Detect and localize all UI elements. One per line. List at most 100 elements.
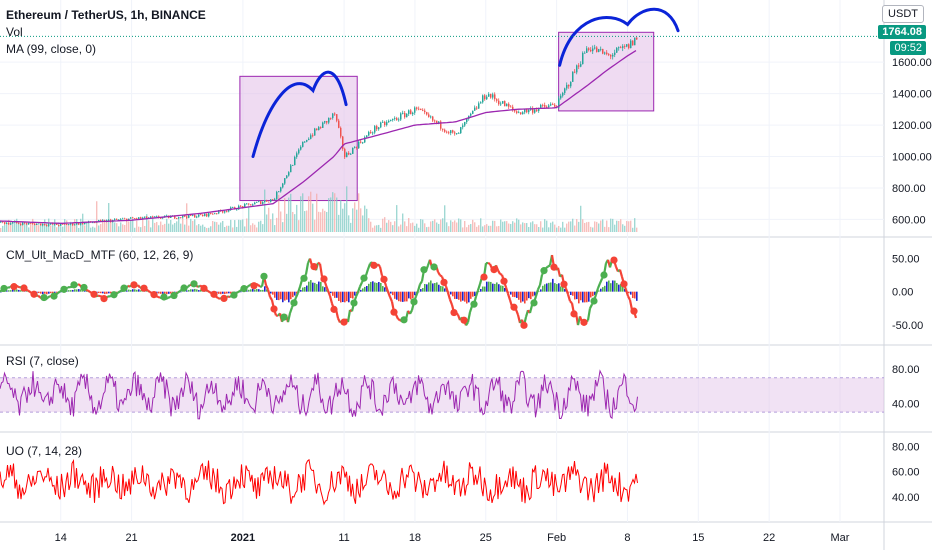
volume-bar xyxy=(376,225,378,232)
volume-bar xyxy=(408,218,410,232)
volume-bar xyxy=(536,224,538,232)
macd-histogram-bar xyxy=(8,290,10,292)
volume-bar xyxy=(348,215,350,232)
volume-bar xyxy=(156,221,158,232)
candle-body xyxy=(322,122,324,128)
volume-bar xyxy=(364,205,366,232)
volume-bar xyxy=(468,224,470,232)
volume-bar xyxy=(582,219,584,232)
macd-histogram-bar xyxy=(548,282,550,292)
macd-cross-dot xyxy=(230,291,238,299)
candle-body xyxy=(8,223,10,225)
macd-cross-dot xyxy=(590,297,598,305)
candle-body xyxy=(512,106,514,110)
volume-bar xyxy=(434,219,436,232)
candle-body xyxy=(444,129,446,132)
candle-body xyxy=(92,222,94,224)
macd-line-segment xyxy=(147,289,151,293)
candle-body xyxy=(276,191,278,199)
macd-histogram-bar xyxy=(382,286,384,292)
macd-line-segment xyxy=(589,303,593,309)
candle-body xyxy=(516,111,518,114)
macd-histogram-bar xyxy=(44,291,46,294)
candle-body xyxy=(428,114,430,117)
candle-body xyxy=(252,204,254,206)
macd-cross-dot xyxy=(380,275,388,283)
candle-body xyxy=(108,219,110,221)
candle-body xyxy=(560,95,562,99)
candle-body xyxy=(246,203,248,205)
volume-bar xyxy=(34,224,36,232)
volume-bar xyxy=(190,218,192,232)
volume-bar xyxy=(206,227,208,232)
candle-body xyxy=(38,223,40,225)
volume-bar xyxy=(174,223,176,232)
volume-bar xyxy=(224,226,226,232)
macd-histogram-bar xyxy=(322,286,324,292)
volume-bar xyxy=(552,221,554,232)
volume-bar xyxy=(632,227,634,232)
candle-body xyxy=(216,213,218,215)
candle-body xyxy=(508,103,510,107)
volume-bar xyxy=(202,224,204,232)
volume-bar xyxy=(242,219,244,232)
candle-body xyxy=(538,108,540,111)
macd-histogram-bar xyxy=(192,289,194,292)
volume-bar xyxy=(200,225,202,232)
macd-histogram-bar xyxy=(122,291,124,292)
volume-bar xyxy=(62,226,64,232)
candle-body xyxy=(466,118,468,123)
volume-bar xyxy=(262,224,264,232)
macd-histogram-bar xyxy=(426,284,428,292)
macd-line-segment xyxy=(538,274,544,286)
macd-histogram-bar xyxy=(50,291,52,294)
macd-histogram-bar xyxy=(540,289,542,292)
volume-bar xyxy=(198,224,200,232)
macd-histogram-bar xyxy=(528,291,530,299)
candle-body xyxy=(288,172,290,176)
volume-bar xyxy=(254,224,256,232)
volume-bar xyxy=(620,219,622,232)
volume-bar xyxy=(188,225,190,232)
macd-histogram-bar xyxy=(224,291,226,295)
candle-body xyxy=(542,104,544,106)
volume-bar xyxy=(104,221,106,232)
macd-line-segment xyxy=(547,264,551,268)
macd-histogram-bar xyxy=(550,282,552,292)
volume-bar xyxy=(240,220,242,232)
volume-bar xyxy=(192,220,194,232)
volume-bar xyxy=(328,198,330,232)
candle-body xyxy=(546,106,548,108)
candle-body xyxy=(222,211,224,213)
volume-bar xyxy=(180,223,182,232)
candle-body xyxy=(256,201,258,203)
macd-histogram-bar xyxy=(296,291,298,294)
volume-bar xyxy=(488,225,490,232)
volume-bar xyxy=(320,212,322,232)
macd-cross-dot xyxy=(560,280,568,288)
candle-body xyxy=(152,216,154,218)
macd-histogram-bar xyxy=(372,281,374,292)
vol-label: Vol xyxy=(6,25,23,39)
volume-bar xyxy=(598,223,600,232)
macd-line-segment xyxy=(77,283,81,287)
macd-histogram-bar xyxy=(306,285,308,292)
macd-cross-dot xyxy=(0,284,8,293)
volume-bar xyxy=(138,226,140,232)
candle-body xyxy=(22,222,24,225)
macd-histogram-bar xyxy=(376,282,378,292)
macd-histogram-bar xyxy=(576,291,578,300)
macd-line-segment xyxy=(397,317,401,322)
volume-bar xyxy=(346,186,348,232)
candle-body xyxy=(114,219,116,221)
volume-bar xyxy=(422,219,424,232)
volume-bar xyxy=(426,227,428,232)
candle-body xyxy=(294,157,296,166)
macd-histogram-bar xyxy=(140,290,142,292)
currency-badge[interactable]: USDT xyxy=(882,5,924,23)
candle-body xyxy=(514,109,516,112)
volume-bar xyxy=(624,225,626,232)
volume-bar xyxy=(50,225,52,232)
macd-line-segment xyxy=(207,290,211,294)
candle-body xyxy=(386,122,388,125)
